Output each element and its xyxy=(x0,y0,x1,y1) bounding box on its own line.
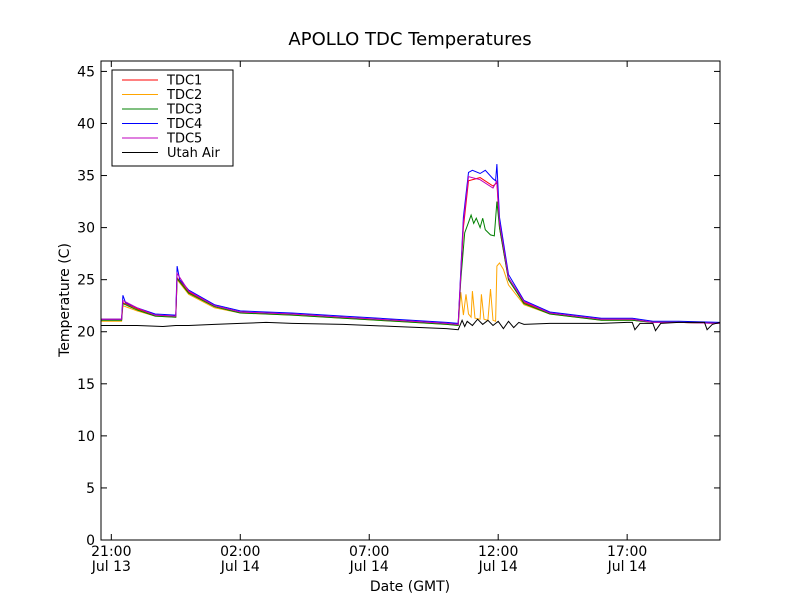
x-tick-label-time: 12:00 xyxy=(478,544,518,560)
x-tick-label-time: 17:00 xyxy=(607,544,647,560)
y-tick-label: 30 xyxy=(77,221,95,237)
x-tick-label-time: 21:00 xyxy=(91,544,131,560)
x-axis-label: Date (GMT) xyxy=(370,579,450,595)
legend-label: Utah Air xyxy=(167,146,220,161)
series-line-tdc2 xyxy=(101,262,720,327)
y-tick-label: 10 xyxy=(77,429,95,445)
plot-lines xyxy=(101,164,720,332)
legend-box xyxy=(111,69,234,167)
x-tick-label-date: Jul 14 xyxy=(478,559,518,575)
legend-label: TDC5 xyxy=(166,132,202,147)
y-tick-label: 15 xyxy=(77,377,95,393)
x-tick-label-date: Jul 14 xyxy=(220,559,260,575)
legend-label: TDC3 xyxy=(166,103,202,118)
y-tick-label: 5 xyxy=(86,481,95,497)
x-tick-label-time: 02:00 xyxy=(220,544,260,560)
chart-title: APOLLO TDC Temperatures xyxy=(288,29,531,50)
x-tick-label-date: Jul 14 xyxy=(607,559,647,575)
legend-label: TDC4 xyxy=(166,117,202,132)
y-tick-label: 0 xyxy=(86,533,95,549)
series-line-tdc4 xyxy=(101,164,720,324)
y-tick-label: 35 xyxy=(77,169,95,185)
plot-frame xyxy=(100,60,721,541)
legend-label: TDC2 xyxy=(166,88,202,103)
axis-ticks xyxy=(101,61,720,541)
series-line-tdc5 xyxy=(101,175,720,325)
x-tick-label-time: 07:00 xyxy=(349,544,389,560)
y-tick-label: 25 xyxy=(77,273,95,289)
y-tick-label: 40 xyxy=(77,116,95,132)
y-tick-label: 45 xyxy=(77,64,95,80)
x-tick-label-date: Jul 14 xyxy=(349,559,389,575)
x-tick-label-date: Jul 13 xyxy=(91,559,131,575)
y-tick-label: 20 xyxy=(77,325,95,341)
series-line-utah-air xyxy=(101,318,720,332)
legend-label: TDC1 xyxy=(166,74,202,89)
y-axis-label: Temperature (C) xyxy=(57,243,73,358)
